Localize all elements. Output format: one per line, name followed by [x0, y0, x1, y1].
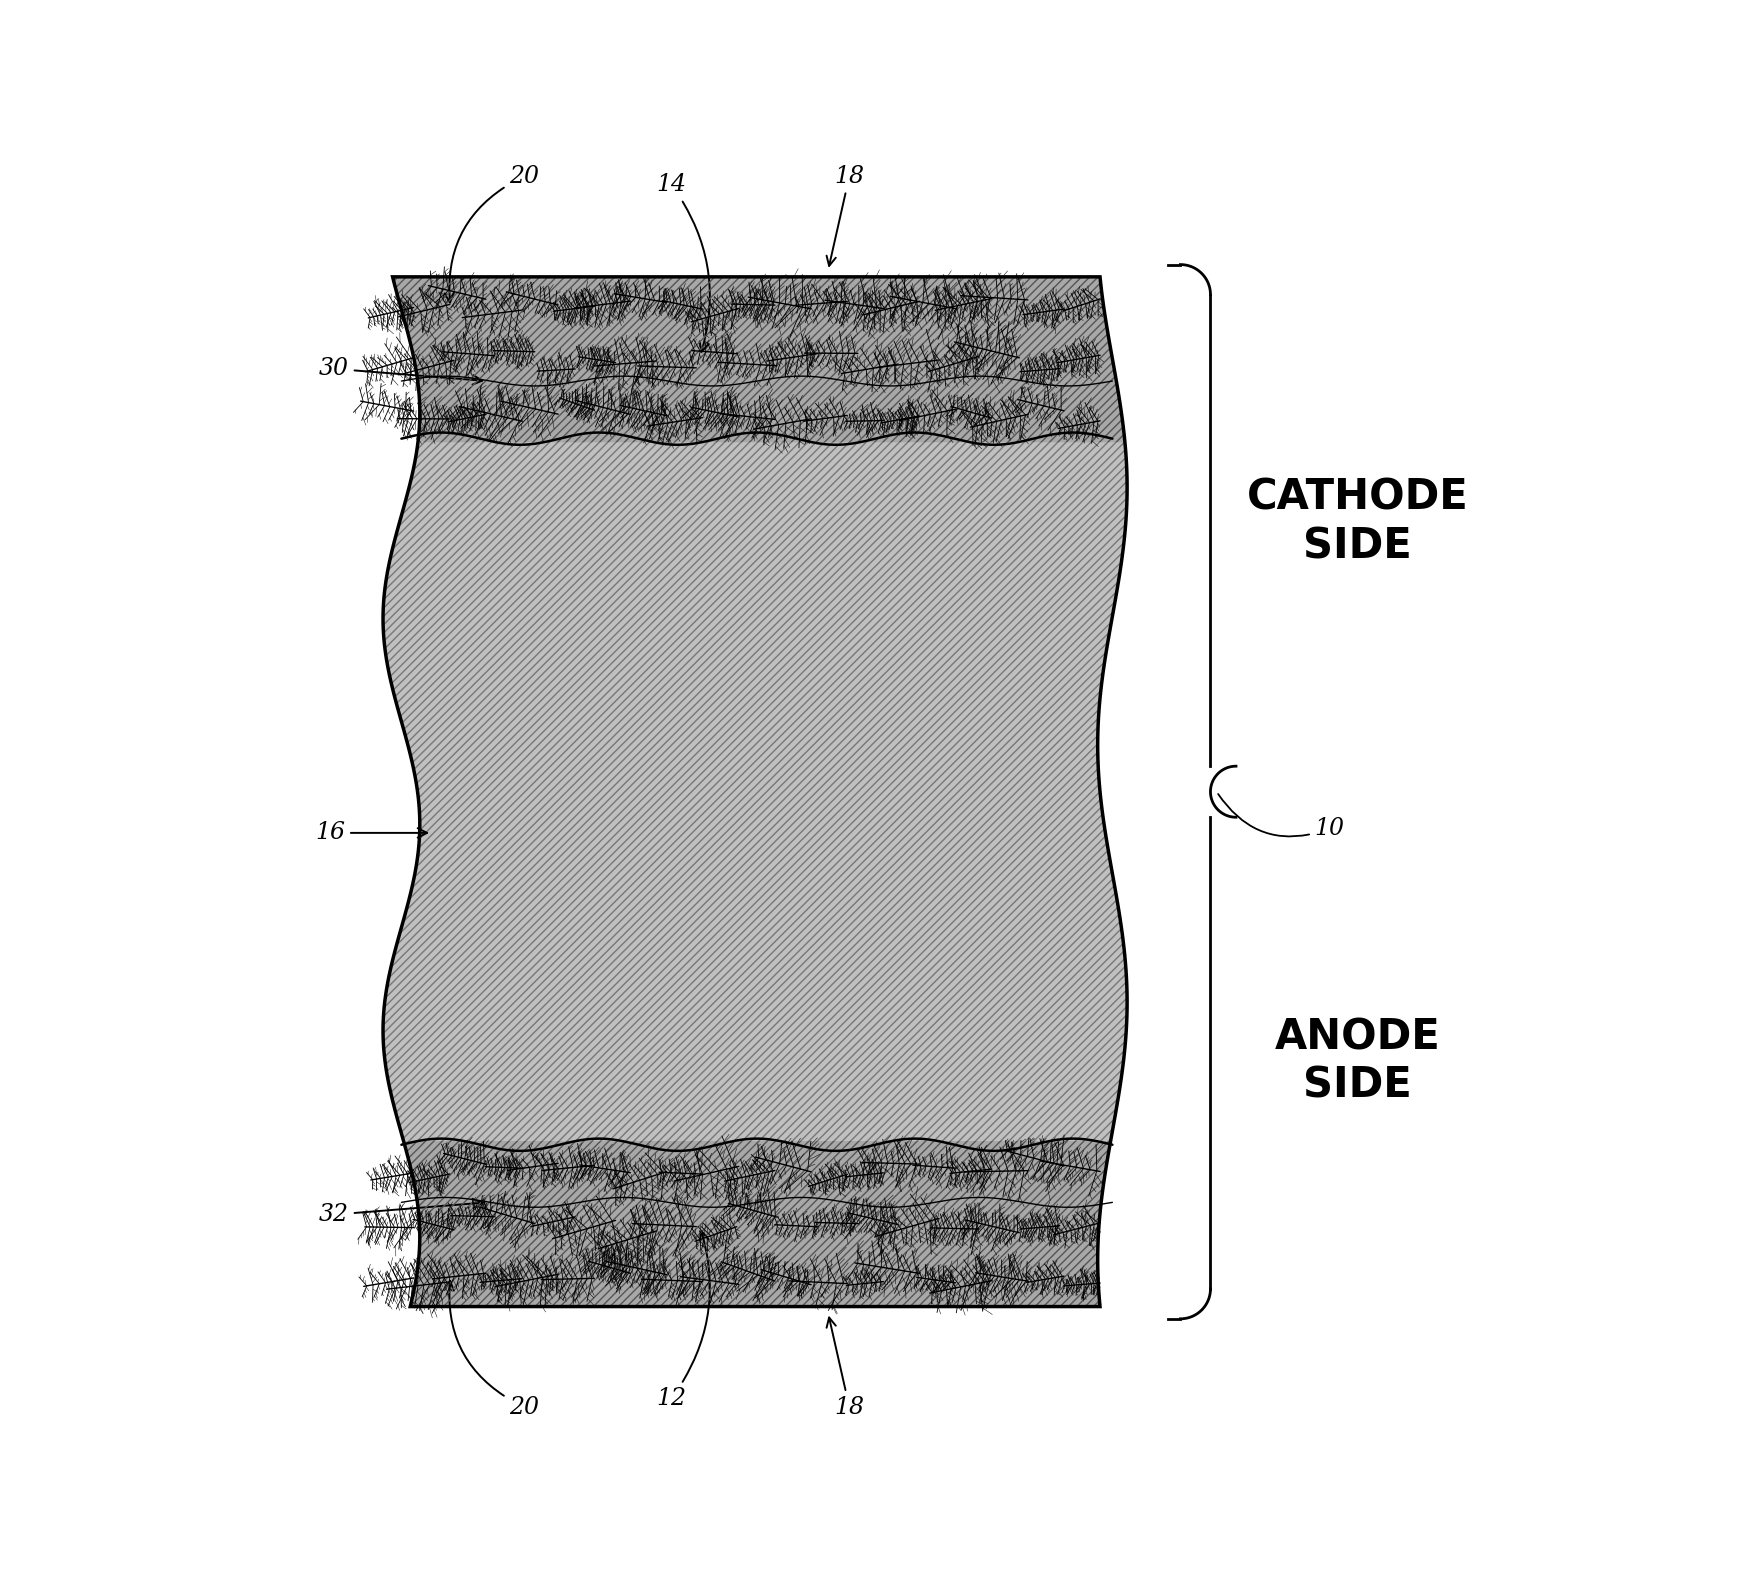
Text: 14: 14 — [656, 174, 710, 352]
Text: 20: 20 — [443, 166, 539, 302]
Text: CATHODE
SIDE: CATHODE SIDE — [1245, 476, 1468, 567]
Text: 18: 18 — [826, 1318, 864, 1418]
Text: 32: 32 — [318, 1199, 482, 1226]
Polygon shape — [393, 277, 1125, 443]
Text: 20: 20 — [443, 1282, 539, 1418]
Text: ANODE
SIDE: ANODE SIDE — [1275, 1016, 1440, 1106]
Text: 10: 10 — [1217, 794, 1344, 841]
Text: 18: 18 — [826, 166, 864, 266]
Text: 16: 16 — [315, 821, 426, 844]
Text: 30: 30 — [318, 357, 482, 385]
Polygon shape — [403, 1141, 1109, 1307]
Text: 12: 12 — [656, 1232, 710, 1411]
Polygon shape — [383, 277, 1127, 1307]
